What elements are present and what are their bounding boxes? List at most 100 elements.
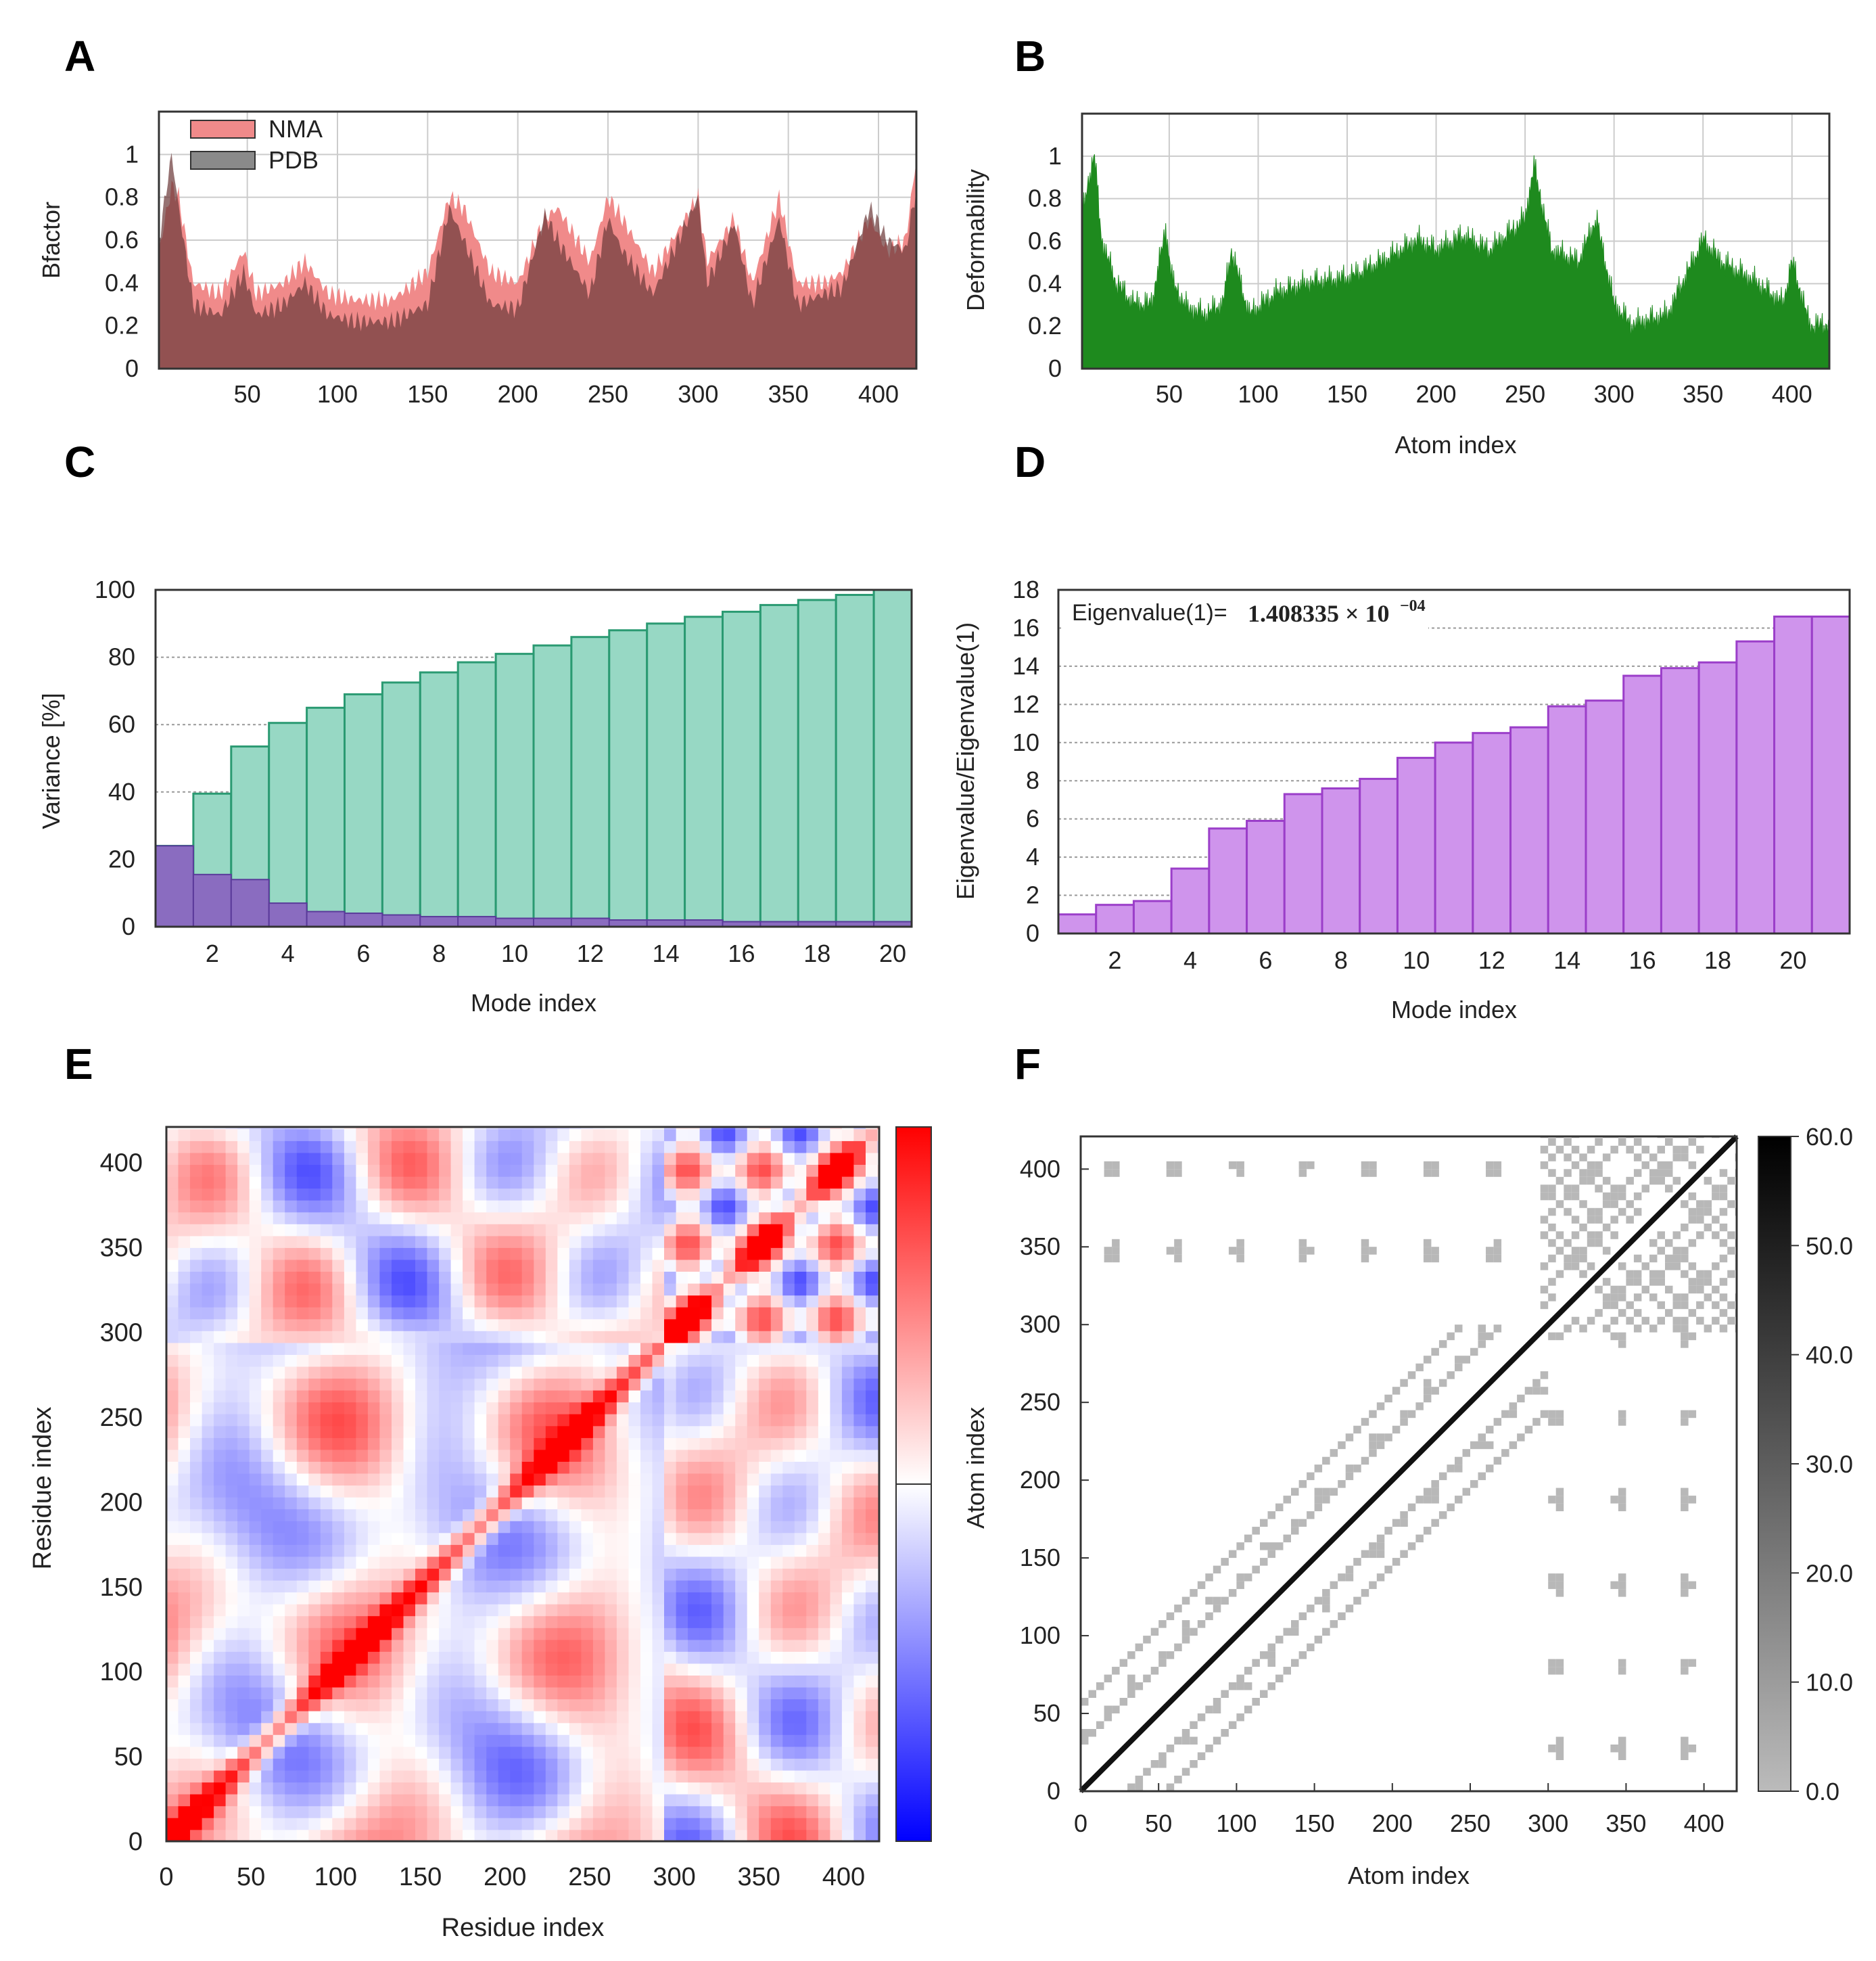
- heatmap-cell: [664, 1532, 677, 1545]
- heatmap-cell: [557, 1782, 570, 1795]
- heatmap-cell: [332, 1699, 345, 1711]
- heatmap-cell: [285, 1140, 298, 1153]
- heatmap-cell: [652, 1782, 665, 1795]
- heatmap-cell: [498, 1224, 511, 1237]
- heatmap-cell: [202, 1188, 214, 1201]
- contact-cell: [1423, 1387, 1432, 1395]
- bar-cumulative-variance: [494, 653, 535, 928]
- heatmap-cell: [866, 1413, 878, 1427]
- heatmap-cell: [190, 1164, 203, 1177]
- heatmap-cell: [261, 1817, 274, 1830]
- heatmap-cell: [403, 1212, 416, 1224]
- heatmap-cell: [723, 1127, 736, 1130]
- heatmap-cell: [261, 1532, 274, 1545]
- heatmap-cell: [841, 1461, 855, 1474]
- heatmap-cell: [166, 1686, 179, 1700]
- heatmap-cell: [190, 1746, 203, 1759]
- heatmap-cell: [759, 1295, 772, 1308]
- heatmap-cell: [735, 1354, 748, 1367]
- heatmap-cell: [664, 1817, 677, 1830]
- heatmap-cell: [581, 1354, 594, 1367]
- heatmap-cell: [782, 1710, 795, 1724]
- heatmap-cell: [427, 1366, 440, 1379]
- heatmap-cell: [830, 1556, 843, 1569]
- heatmap-cell: [225, 1342, 238, 1355]
- heatmap-cell: [332, 1651, 345, 1664]
- heatmap-cell: [841, 1271, 855, 1284]
- heatmap-cell: [841, 1449, 855, 1462]
- contact-cell: [1571, 1192, 1580, 1201]
- heatmap-cell: [486, 1366, 499, 1379]
- heatmap-cell: [261, 1331, 274, 1343]
- heatmap-cell: [225, 1556, 238, 1569]
- heatmap-cell: [557, 1127, 570, 1130]
- contact-cell: [1704, 1200, 1712, 1208]
- heatmap-cell: [723, 1520, 736, 1533]
- heatmap-cell: [261, 1259, 274, 1272]
- heatmap-cell: [166, 1758, 179, 1771]
- contact-cell: [1267, 1651, 1275, 1659]
- heatmap-cell: [403, 1306, 416, 1320]
- heatmap-cell: [699, 1128, 712, 1141]
- heatmap-cell: [747, 1247, 759, 1260]
- heatmap-cell: [866, 1271, 878, 1284]
- heatmap-cell: [628, 1722, 641, 1735]
- x-tick-label: 8: [1334, 946, 1348, 974]
- heatmap-cell: [616, 1342, 630, 1355]
- heatmap-cell: [782, 1164, 795, 1177]
- x-tick-label: 350: [738, 1863, 780, 1891]
- contact-cell: [1540, 1145, 1549, 1154]
- contact-cell: [1431, 1480, 1439, 1488]
- heatmap-cell: [463, 1235, 475, 1248]
- heatmap-cell: [285, 1259, 298, 1272]
- heatmap-cell: [474, 1188, 487, 1201]
- heatmap-cell: [545, 1628, 559, 1640]
- contact-cell: [1166, 1612, 1175, 1621]
- heatmap-cell: [344, 1663, 357, 1676]
- heatmap-cell: [249, 1366, 262, 1379]
- contact-cell: [1236, 1713, 1244, 1722]
- heatmap-cell: [367, 1770, 381, 1783]
- heatmap-cell: [688, 1331, 701, 1343]
- heatmap-cell: [545, 1354, 559, 1367]
- heatmap-cell: [332, 1295, 345, 1308]
- y-tick-label: 250: [100, 1404, 143, 1432]
- heatmap-cell: [403, 1556, 416, 1569]
- y-tick-label: 8: [1026, 766, 1039, 794]
- heatmap-cell: [320, 1699, 333, 1711]
- contact-cell: [1641, 1161, 1649, 1170]
- heatmap-cell: [616, 1152, 630, 1165]
- heatmap-cell: [534, 1259, 546, 1272]
- heatmap-cell: [841, 1485, 855, 1498]
- heatmap-cell: [853, 1829, 866, 1841]
- heatmap-cell: [830, 1425, 843, 1438]
- heatmap-cell: [592, 1152, 606, 1165]
- plot-frame: [154, 589, 913, 928]
- heatmap-cell: [688, 1473, 701, 1486]
- heatmap-cell: [214, 1651, 227, 1664]
- heatmap-cell: [166, 1544, 179, 1557]
- heatmap-cell: [427, 1127, 440, 1130]
- heatmap-cell: [261, 1188, 274, 1201]
- heatmap-cell: [770, 1628, 784, 1640]
- heatmap-cell: [676, 1805, 688, 1818]
- heatmap-cell: [202, 1271, 214, 1284]
- heatmap-cell: [415, 1128, 428, 1141]
- x-tick-label: 50: [1156, 380, 1183, 408]
- heatmap-cell: [592, 1271, 606, 1284]
- heatmap-cell: [296, 1793, 310, 1807]
- heatmap-cell: [249, 1758, 262, 1771]
- heatmap-cell: [723, 1579, 736, 1593]
- heatmap-cell: [592, 1164, 606, 1177]
- heatmap-cell: [439, 1402, 452, 1414]
- heatmap-cell: [392, 1734, 404, 1747]
- contact-cell: [1719, 1192, 1728, 1201]
- heatmap-cell: [510, 1710, 523, 1724]
- heatmap-cell: [664, 1331, 677, 1343]
- heatmap-cell: [735, 1639, 748, 1652]
- heatmap-cell: [379, 1639, 392, 1652]
- contact-cell: [1493, 1239, 1502, 1247]
- heatmap-cell: [379, 1378, 392, 1391]
- heatmap-cell: [178, 1592, 191, 1605]
- heatmap-cell: [640, 1496, 653, 1510]
